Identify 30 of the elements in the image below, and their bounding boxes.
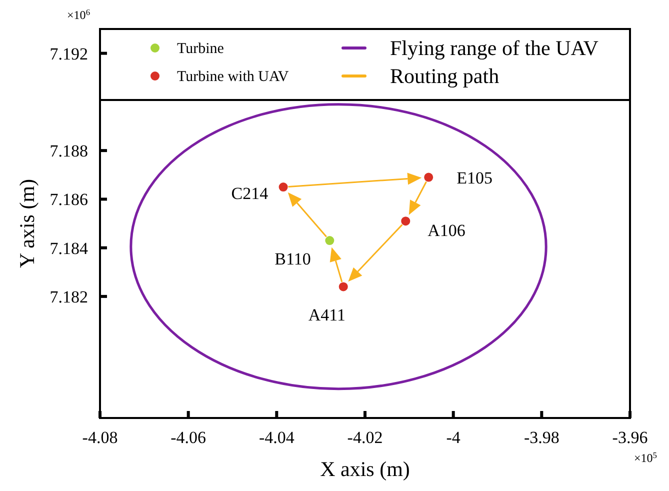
x-tick-label: -4.04 [258,428,295,447]
annotation: A411 [308,306,346,325]
text: ×10$^{5}$ [634,450,657,465]
annotation: E105 [456,168,492,188]
x-tick-label: -4.06 [170,428,206,447]
annotation: B110 [274,250,311,269]
annotation: A106 [428,221,466,240]
point [325,236,334,246]
point [338,282,348,292]
y-tick-label: 7.192 [50,44,88,64]
point [278,182,288,192]
y-tick-label: 7.188 [50,142,88,161]
x-tick-label: -4 [446,428,461,447]
text: ×10$^{6}$ [67,8,90,22]
y-tick-label: 7.186 [50,190,88,210]
y-axis-title: Y axis (m) [15,178,39,268]
annotation: C214 [231,184,269,204]
x-tick-label: -4.02 [347,428,383,447]
x-tick-label: -4.08 [82,428,118,447]
x-axis-title: X axis (m) [320,457,410,481]
annotation: Routing path [390,64,500,88]
y-tick-label: 7.182 [50,287,88,306]
point [424,172,434,182]
x-tick-label: -3.96 [612,428,648,447]
legend-label: Turbine [177,41,224,57]
point [401,216,410,226]
legend-label: Turbine with UAV [177,69,289,85]
y-tick-label: 7.184 [50,238,88,258]
x-tick-label: -3.98 [524,428,560,447]
annotation: Flying range of the UAV [390,36,598,60]
